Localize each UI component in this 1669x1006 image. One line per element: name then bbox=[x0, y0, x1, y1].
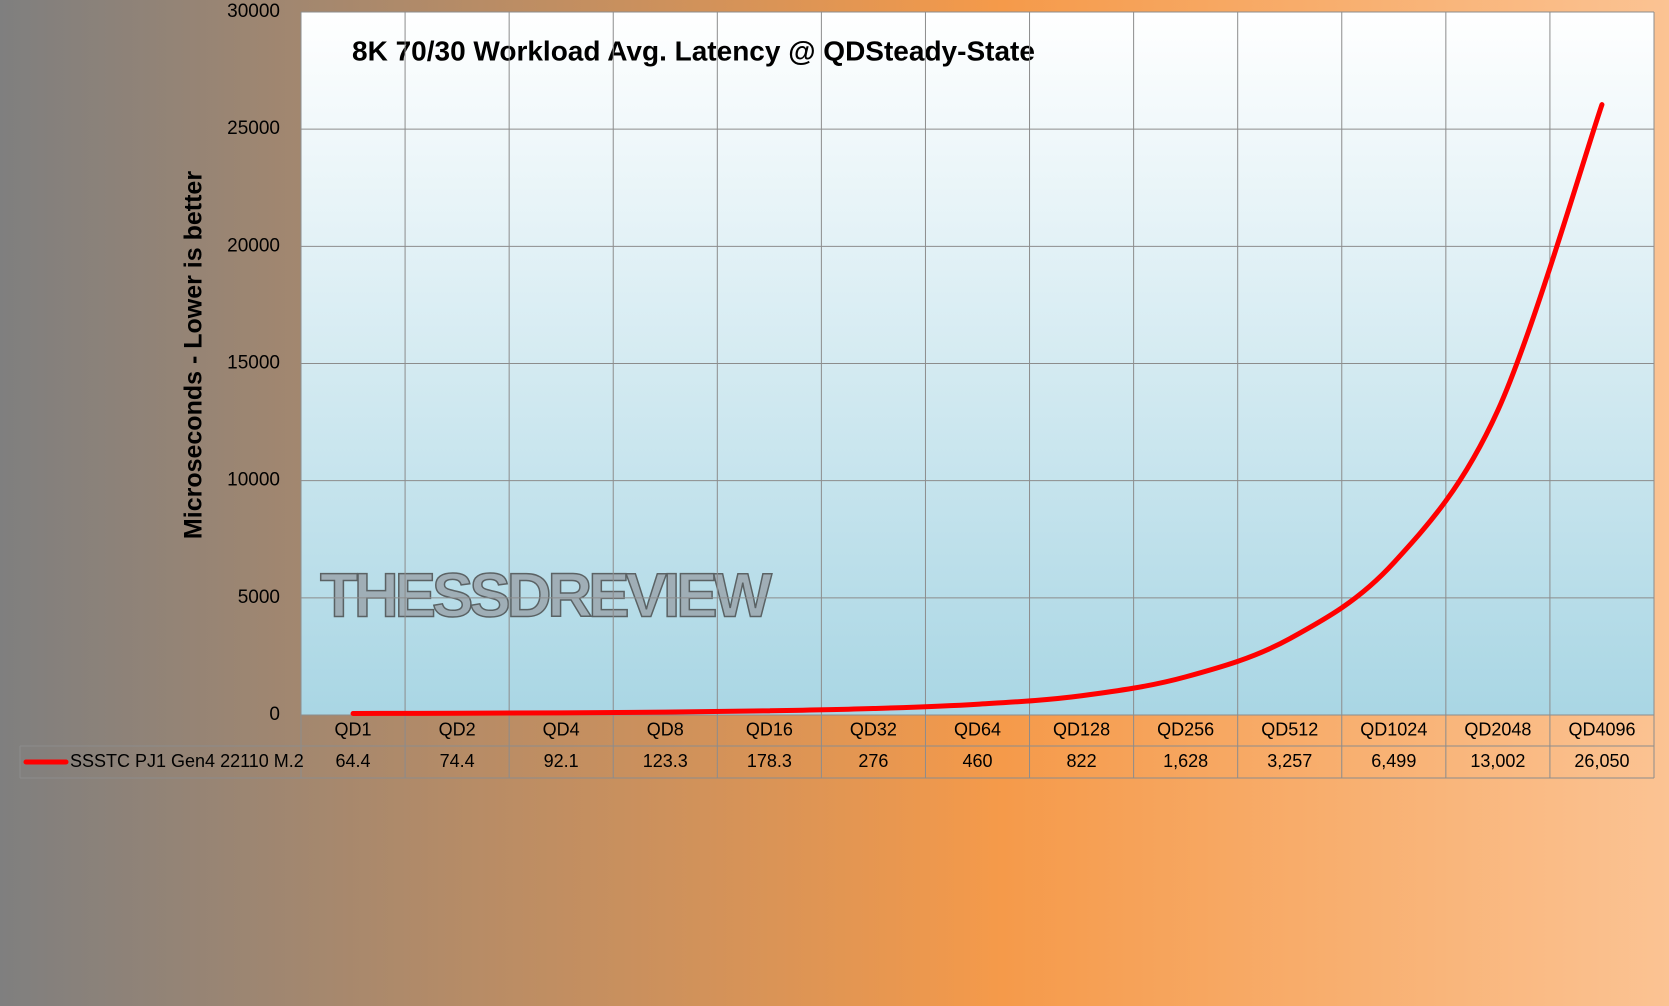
y-tick-label: 30000 bbox=[227, 1, 280, 22]
x-tick-label: QD1024 bbox=[1360, 719, 1427, 739]
data-table-value: 822 bbox=[1067, 751, 1097, 771]
y-tick-label: 25000 bbox=[227, 118, 280, 139]
chart-title: 8K 70/30 Workload Avg. Latency @ QDStead… bbox=[352, 35, 1035, 66]
x-tick-label: QD256 bbox=[1157, 719, 1214, 739]
data-table-value: 3,257 bbox=[1267, 751, 1312, 771]
y-tick-label: 0 bbox=[269, 704, 280, 725]
y-tick-label: 20000 bbox=[227, 235, 280, 256]
x-tick-label: QD2 bbox=[439, 719, 476, 739]
x-tick-label: QD512 bbox=[1261, 719, 1318, 739]
x-tick-label: QD64 bbox=[954, 719, 1001, 739]
y-tick-label: 10000 bbox=[227, 470, 280, 491]
x-tick-label: QD8 bbox=[647, 719, 684, 739]
x-tick-label: QD4096 bbox=[1568, 719, 1635, 739]
x-tick-label: QD32 bbox=[850, 719, 897, 739]
x-tick-label: QD128 bbox=[1053, 719, 1110, 739]
y-tick-label: 5000 bbox=[238, 587, 280, 608]
x-tick-label: QD4 bbox=[543, 719, 580, 739]
data-table-value: 92.1 bbox=[544, 751, 579, 771]
series-line bbox=[350, 102, 1605, 716]
data-table-value: 64.4 bbox=[336, 751, 371, 771]
data-table-value: 276 bbox=[858, 751, 888, 771]
data-table-value: 13,002 bbox=[1470, 751, 1525, 771]
watermark: THESSDREVIEW bbox=[320, 561, 773, 630]
x-tick-label: QD2048 bbox=[1464, 719, 1531, 739]
y-tick-label: 15000 bbox=[227, 353, 280, 374]
data-table-value: 460 bbox=[962, 751, 992, 771]
data-table-value: 1,628 bbox=[1163, 751, 1208, 771]
data-table-value: 74.4 bbox=[440, 751, 475, 771]
data-table-value: 26,050 bbox=[1574, 751, 1629, 771]
legend-label: SSSTC PJ1 Gen4 22110 M.2 bbox=[70, 751, 304, 771]
x-tick-label: QD16 bbox=[746, 719, 793, 739]
x-tick-label: QD1 bbox=[335, 719, 372, 739]
data-table-value: 123.3 bbox=[643, 751, 688, 771]
y-axis-label: Microseconds - Lower is better bbox=[180, 171, 208, 539]
data-table-value: 6,499 bbox=[1371, 751, 1416, 771]
data-table-value: 178.3 bbox=[747, 751, 792, 771]
